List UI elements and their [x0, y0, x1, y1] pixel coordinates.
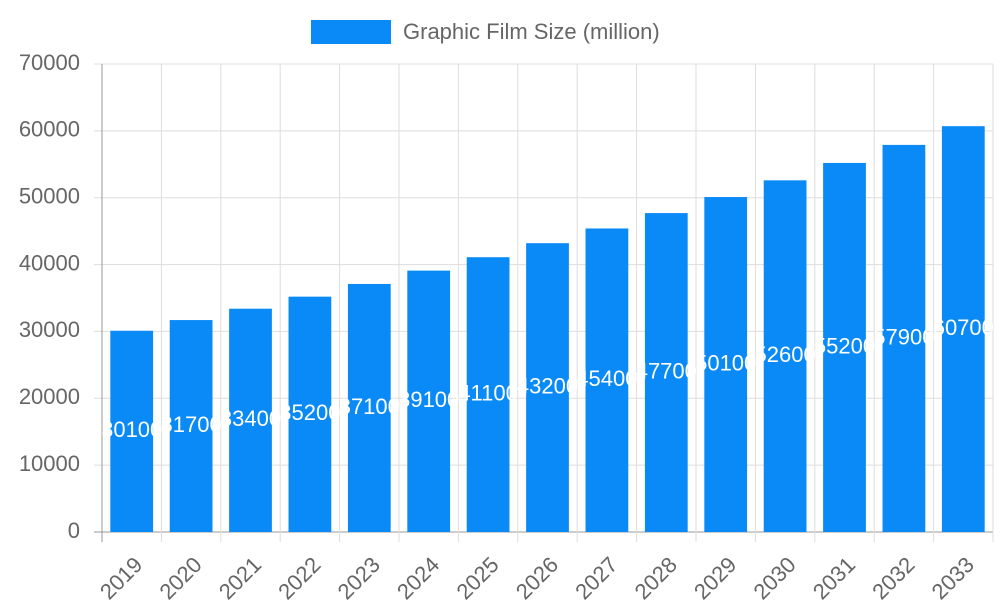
x-tick-label: 2025 — [451, 552, 503, 600]
x-tick-label: 2022 — [273, 552, 325, 600]
x-tick-label: 2026 — [511, 552, 563, 600]
legend-label: Graphic Film Size (million) — [403, 19, 660, 44]
data-label: 31700 — [161, 412, 222, 437]
x-tick-label: 2029 — [689, 552, 741, 600]
y-tick-label: 40000 — [19, 250, 80, 275]
bar — [882, 144, 926, 532]
data-label: 55200 — [814, 333, 875, 358]
bar — [585, 228, 629, 532]
bar — [763, 180, 807, 532]
bar — [466, 257, 510, 532]
data-label: 30100 — [101, 417, 162, 442]
data-label: 47700 — [636, 358, 697, 383]
data-label: 57900 — [873, 324, 934, 349]
bar — [110, 330, 154, 532]
data-label: 41100 — [458, 380, 518, 405]
data-label: 60700 — [933, 315, 994, 340]
bar — [823, 162, 866, 532]
x-tick-label: 2028 — [630, 552, 682, 600]
bar — [526, 243, 569, 533]
bars — [110, 126, 985, 533]
legend-swatch — [311, 20, 391, 44]
bar — [644, 213, 688, 532]
data-label: 45400 — [576, 366, 637, 391]
data-label: 33400 — [220, 406, 281, 431]
y-tick-label: 20000 — [19, 384, 80, 409]
x-tick-label: 2021 — [214, 552, 266, 600]
bar — [704, 197, 748, 532]
data-label: 39100 — [398, 387, 459, 412]
y-tick-label: 30000 — [19, 317, 80, 342]
bar — [229, 308, 272, 532]
grid — [94, 63, 994, 542]
y-tick-label: 50000 — [19, 184, 80, 209]
x-tick-label: 2031 — [808, 552, 860, 600]
x-tick-label: 2032 — [867, 552, 919, 600]
x-tick-label: 2023 — [333, 552, 385, 600]
data-label: 43200 — [517, 373, 578, 398]
x-tick-label: 2019 — [95, 552, 147, 600]
bar — [407, 270, 451, 532]
y-tick-label: 70000 — [19, 50, 80, 75]
data-label: 52600 — [755, 342, 816, 367]
data-label: 50100 — [695, 350, 756, 375]
data-label: 35200 — [279, 400, 340, 425]
bar — [288, 296, 332, 532]
y-tick-label: 60000 — [19, 117, 80, 142]
data-label: 37100 — [339, 394, 400, 419]
y-tick-label: 0 — [68, 518, 80, 543]
x-tick-label: 2030 — [748, 552, 800, 600]
bar — [347, 283, 391, 532]
x-tick-label: 2020 — [154, 552, 206, 600]
bar — [941, 126, 985, 533]
bar — [169, 320, 213, 532]
x-tick-label: 2033 — [927, 552, 979, 600]
x-tick-label: 2024 — [392, 552, 444, 600]
x-tick-label: 2027 — [570, 552, 622, 600]
y-tick-label: 10000 — [19, 451, 80, 476]
